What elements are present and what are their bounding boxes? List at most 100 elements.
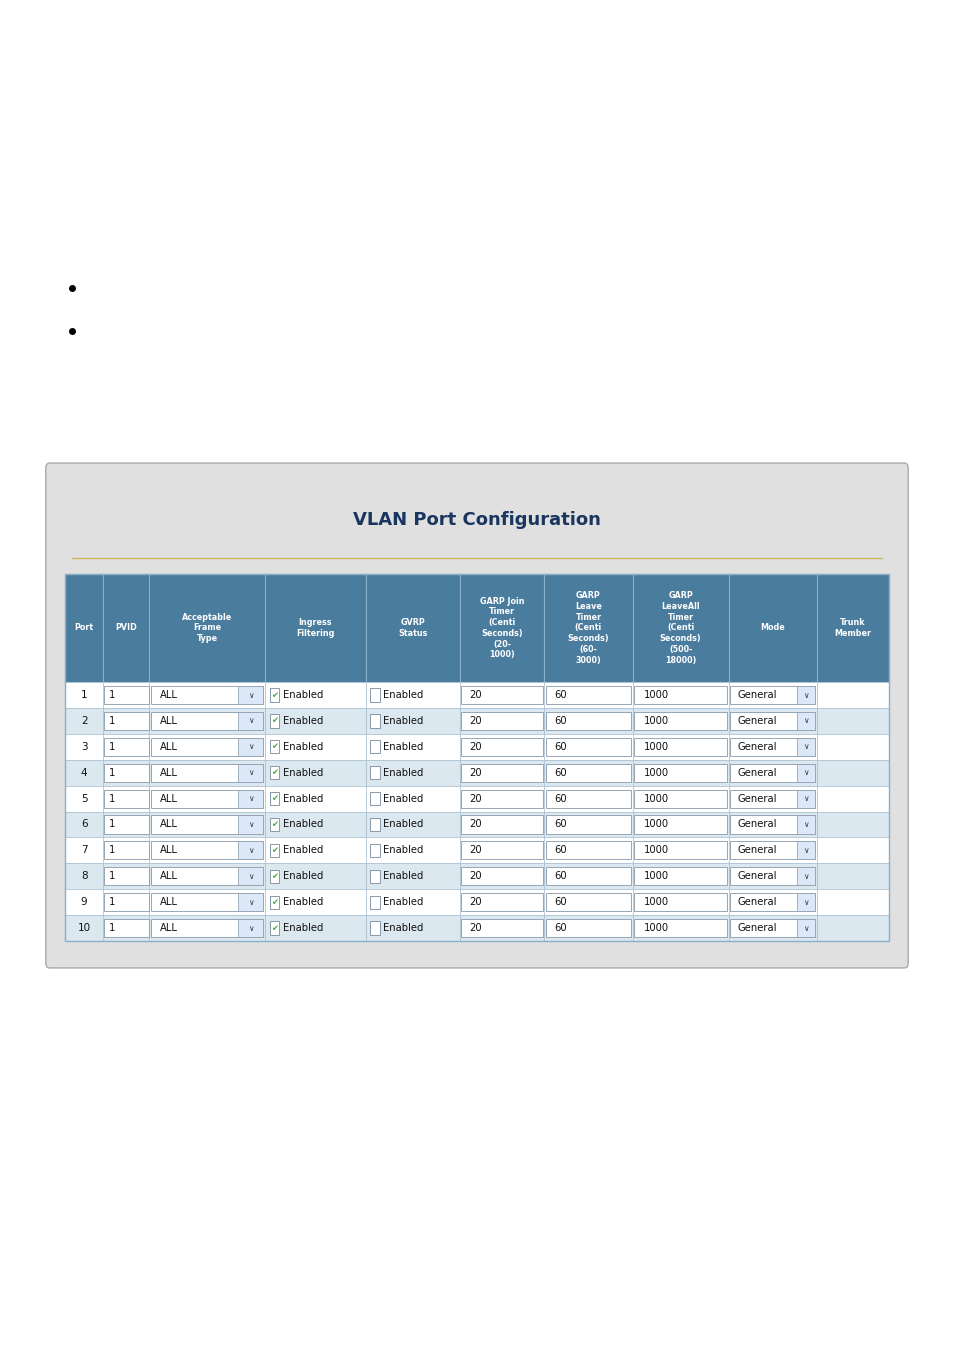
Bar <box>543 734 632 760</box>
Text: 1: 1 <box>109 716 114 726</box>
Bar <box>796 841 815 860</box>
Bar <box>460 841 542 860</box>
Text: ALL: ALL <box>160 741 178 752</box>
Bar <box>103 890 150 915</box>
Text: 3: 3 <box>81 741 88 752</box>
Text: ∨: ∨ <box>248 923 253 933</box>
Bar <box>264 760 365 786</box>
Bar <box>460 867 542 886</box>
Bar <box>632 915 728 941</box>
Bar <box>543 707 632 734</box>
Bar <box>365 890 459 915</box>
Bar <box>459 682 543 707</box>
Bar <box>460 790 542 807</box>
Text: Enabled: Enabled <box>383 845 423 856</box>
Text: ✔: ✔ <box>271 743 277 752</box>
Bar <box>365 574 459 682</box>
Bar <box>152 686 262 705</box>
Bar <box>152 711 262 730</box>
Bar <box>370 688 379 702</box>
Bar <box>238 711 262 730</box>
Bar <box>152 737 262 756</box>
Text: 20: 20 <box>469 898 481 907</box>
Text: 1: 1 <box>109 741 114 752</box>
Bar <box>632 682 728 707</box>
Bar <box>270 818 279 832</box>
Text: General: General <box>737 845 776 856</box>
Text: General: General <box>737 819 776 829</box>
Bar <box>545 711 630 730</box>
Text: 1000: 1000 <box>643 690 668 701</box>
Bar <box>365 786 459 811</box>
Bar <box>152 790 262 807</box>
Text: ✔: ✔ <box>271 846 277 855</box>
Bar <box>238 919 262 937</box>
Bar <box>65 786 103 811</box>
Text: ∨: ∨ <box>802 768 808 778</box>
Bar <box>104 686 149 705</box>
Bar <box>728 574 816 682</box>
Bar <box>816 760 888 786</box>
Text: Port: Port <box>74 624 93 632</box>
Bar <box>459 707 543 734</box>
Bar <box>816 863 888 890</box>
Bar <box>103 574 150 682</box>
Bar <box>150 734 264 760</box>
Bar <box>545 764 630 782</box>
Bar <box>65 863 103 890</box>
Text: ALL: ALL <box>160 716 178 726</box>
Text: ∨: ∨ <box>802 743 808 752</box>
Text: 1000: 1000 <box>643 794 668 803</box>
Bar <box>729 711 815 730</box>
Text: 20: 20 <box>469 923 481 933</box>
Bar <box>238 867 262 886</box>
Bar <box>728 707 816 734</box>
Bar <box>543 837 632 863</box>
Text: ALL: ALL <box>160 768 178 778</box>
Bar <box>796 894 815 911</box>
Bar <box>65 574 888 941</box>
Bar <box>816 915 888 941</box>
Bar <box>634 894 726 911</box>
Bar <box>365 707 459 734</box>
Bar <box>270 765 279 779</box>
Text: ∨: ∨ <box>248 846 253 855</box>
Text: 1: 1 <box>109 923 114 933</box>
Bar <box>150 707 264 734</box>
Text: 60: 60 <box>554 871 566 882</box>
FancyBboxPatch shape <box>46 463 907 968</box>
Bar <box>370 740 379 753</box>
Text: ∨: ∨ <box>248 690 253 699</box>
Text: Enabled: Enabled <box>383 690 423 701</box>
Text: ✔: ✔ <box>271 872 277 880</box>
Text: 20: 20 <box>469 768 481 778</box>
Text: Enabled: Enabled <box>383 741 423 752</box>
Bar <box>103 915 150 941</box>
Text: ✔: ✔ <box>271 717 277 725</box>
Bar <box>728 760 816 786</box>
Bar <box>543 890 632 915</box>
Bar <box>545 867 630 886</box>
Bar <box>459 890 543 915</box>
Text: 10: 10 <box>77 923 91 933</box>
Bar <box>150 574 264 682</box>
Text: Enabled: Enabled <box>283 819 323 829</box>
Bar <box>459 786 543 811</box>
Bar <box>632 707 728 734</box>
Bar <box>365 811 459 837</box>
Bar <box>796 686 815 705</box>
Bar <box>543 915 632 941</box>
Text: Ingress
Filtering: Ingress Filtering <box>295 618 334 637</box>
Bar <box>728 837 816 863</box>
Bar <box>634 737 726 756</box>
Text: 60: 60 <box>554 716 566 726</box>
Text: General: General <box>737 898 776 907</box>
Bar <box>460 686 542 705</box>
Text: VLAN Port Configuration: VLAN Port Configuration <box>353 510 600 529</box>
Text: ALL: ALL <box>160 794 178 803</box>
Bar <box>816 707 888 734</box>
Bar <box>729 790 815 807</box>
Bar <box>152 764 262 782</box>
Bar <box>370 792 379 805</box>
Text: ∨: ∨ <box>248 743 253 752</box>
